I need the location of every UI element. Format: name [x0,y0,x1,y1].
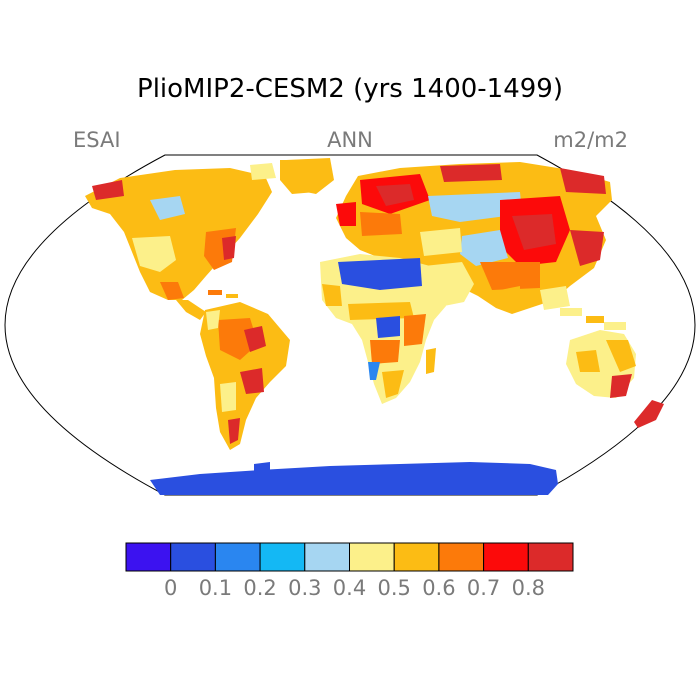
colorbar-box [214,542,261,572]
colorbar-box [393,542,440,572]
colorbar-tick-label: 0.1 [198,576,233,600]
colorbar-tick-label: 0.2 [243,576,277,600]
colorbar-tick-label: 0.3 [288,576,322,600]
colorbar-tick-label: 0.4 [332,576,367,600]
caribbean [208,290,238,298]
southeast-asia-islands [560,308,626,330]
units-label: m2/m2 [553,128,628,152]
colorbar-box [304,542,350,572]
new-zealand [634,400,664,428]
season-label: ANN [327,128,373,152]
colorbar-box [527,542,574,572]
madagascar [426,348,436,374]
africa [320,254,446,404]
australia [566,330,636,398]
south-america [200,302,290,450]
colorbar-box [125,542,172,572]
antarctica [150,462,558,495]
colorbar-tick-label: 0.8 [511,576,545,600]
colorbar-box [438,542,485,572]
greenland [286,158,334,194]
colorbar-box [170,542,216,572]
colorbar-box [349,542,395,572]
colorbar-box [483,542,529,572]
colorbar-tick-label: 0.5 [377,576,411,600]
chart-title: PlioMIP2-CESM2 (yrs 1400-1499) [137,74,563,104]
colorbar-tick-label: 0.7 [466,576,501,600]
eurasia [336,162,612,314]
variable-label: ESAI [73,128,121,152]
colorbar-box [259,542,306,572]
colorbar-tick-label: 0 [164,576,178,600]
colorbar [125,542,574,572]
colorbar-tick-label: 0.6 [422,576,456,600]
